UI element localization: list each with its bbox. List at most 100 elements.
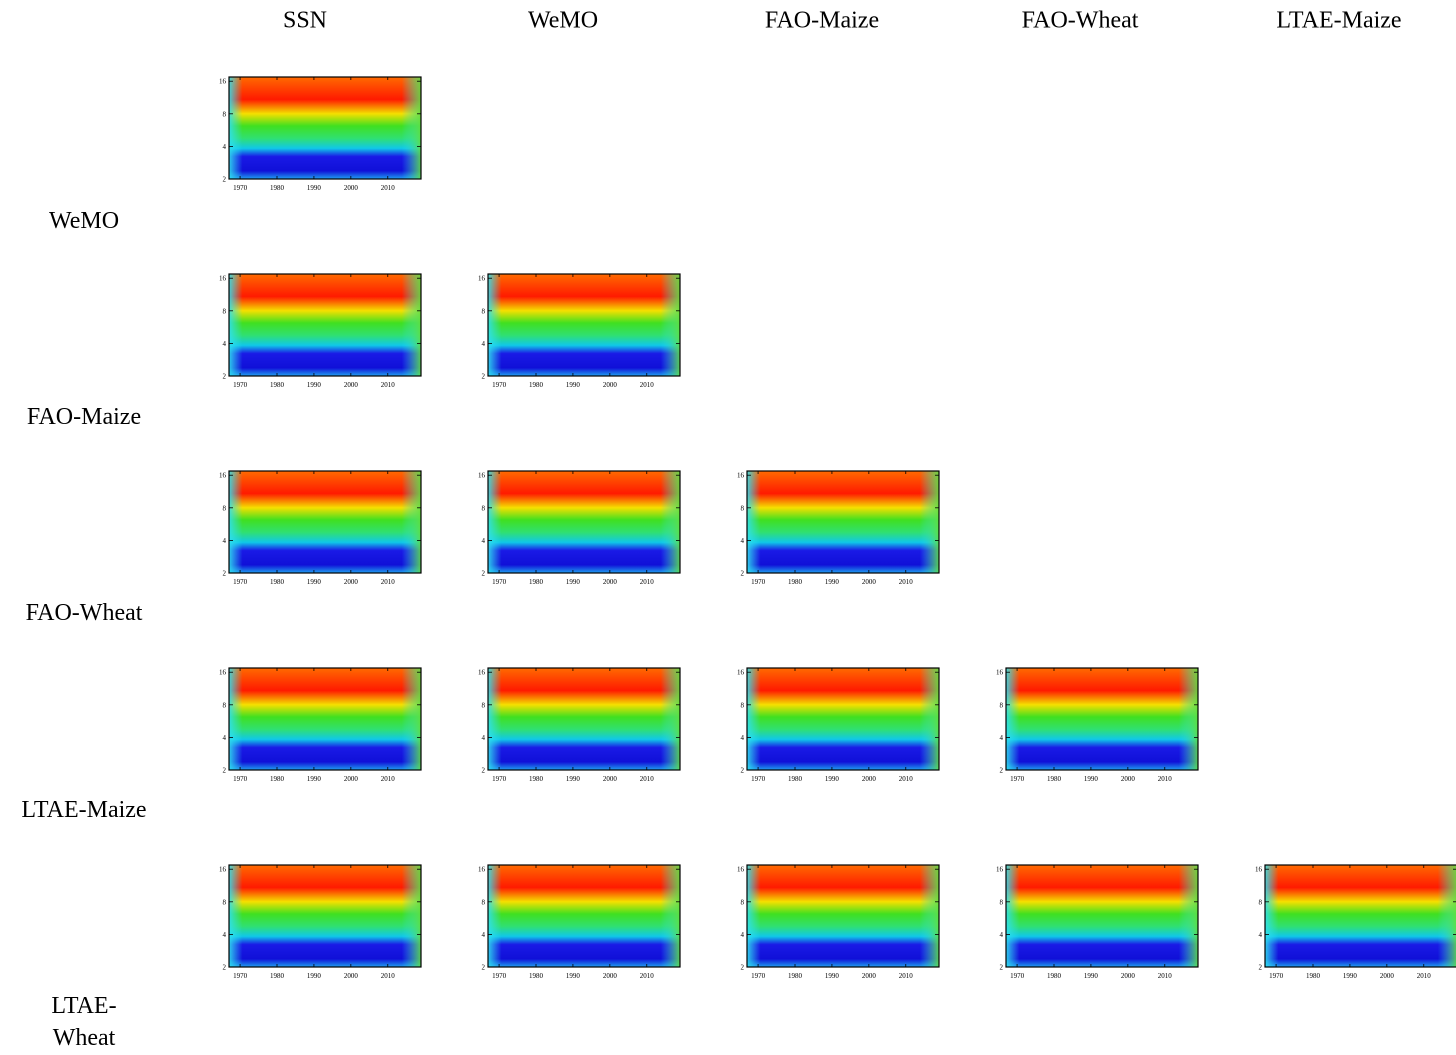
y-tick-label: 4 xyxy=(482,537,486,545)
axes-frame xyxy=(746,470,940,574)
y-tick-label: 16 xyxy=(737,472,745,480)
y-tick-label: 16 xyxy=(1255,866,1263,874)
y-tick-label: 8 xyxy=(223,307,227,315)
y-tick-label: 4 xyxy=(1000,931,1004,939)
x-tick-label: 1970 xyxy=(233,184,248,192)
x-tick-label: 2010 xyxy=(381,381,396,389)
row-header: WeMO xyxy=(48,208,120,234)
y-tick-label: 16 xyxy=(478,866,486,874)
x-tick-label: 1980 xyxy=(1306,972,1321,980)
x-tick-label: 1990 xyxy=(566,972,581,980)
y-tick-label: 4 xyxy=(482,931,486,939)
x-tick-label: 2010 xyxy=(381,184,396,192)
y-tick-label: 2 xyxy=(482,570,486,578)
y-tick-label: 16 xyxy=(478,669,486,677)
heatmap-edge xyxy=(1006,865,1198,967)
y-tick-label: 8 xyxy=(482,504,486,512)
y-tick-label: 4 xyxy=(223,734,227,742)
x-tick-label: 2010 xyxy=(381,972,396,980)
row-header: FAO-Maize xyxy=(26,404,142,430)
y-tick-label: 8 xyxy=(482,307,486,315)
y-tick-label: 4 xyxy=(223,143,227,151)
y-tick-label: 16 xyxy=(996,866,1004,874)
x-tick-label: 1970 xyxy=(233,775,248,783)
y-tick-label: 16 xyxy=(737,866,745,874)
x-tick-label: 2000 xyxy=(344,578,359,586)
heatmap-edge xyxy=(1006,668,1198,770)
x-tick-label: 1970 xyxy=(492,578,507,586)
x-tick-label: 1980 xyxy=(270,184,285,192)
heatmap-edge xyxy=(229,274,421,376)
x-tick-label: 1990 xyxy=(1343,972,1358,980)
x-tick-label: 1970 xyxy=(1010,775,1025,783)
heatmap-edge xyxy=(747,471,939,573)
row-header: LTAE-Wheat xyxy=(51,993,117,1051)
axes-frame xyxy=(487,273,681,377)
x-tick-label: 1970 xyxy=(751,775,766,783)
y-tick-label: 16 xyxy=(478,472,486,480)
axes-frame xyxy=(228,667,422,771)
y-tick-label: 4 xyxy=(741,931,745,939)
x-tick-label: 2000 xyxy=(603,381,618,389)
x-tick-label: 2000 xyxy=(862,972,877,980)
y-tick-label: 4 xyxy=(223,537,227,545)
x-tick-label: 1990 xyxy=(307,381,322,389)
y-tick-label: 4 xyxy=(482,734,486,742)
y-tick-label: 8 xyxy=(223,504,227,512)
x-tick-label: 1990 xyxy=(307,775,322,783)
x-tick-label: 1990 xyxy=(307,972,322,980)
y-tick-label: 2 xyxy=(1259,964,1263,972)
x-tick-label: 2010 xyxy=(1417,972,1432,980)
heatmap-edge xyxy=(488,471,680,573)
y-tick-label: 16 xyxy=(478,275,486,283)
y-tick-label: 2 xyxy=(482,964,486,972)
x-tick-label: 1980 xyxy=(270,972,285,980)
x-tick-label: 2010 xyxy=(640,775,655,783)
x-tick-label: 2010 xyxy=(1158,775,1173,783)
y-tick-label: 8 xyxy=(223,898,227,906)
x-tick-label: 2010 xyxy=(640,381,655,389)
y-tick-label: 8 xyxy=(223,701,227,709)
heatmap-edge xyxy=(488,274,680,376)
y-tick-label: 8 xyxy=(482,898,486,906)
x-tick-label: 1980 xyxy=(1047,972,1062,980)
x-tick-label: 2000 xyxy=(1380,972,1395,980)
y-tick-label: 16 xyxy=(219,866,227,874)
x-tick-label: 2000 xyxy=(344,775,359,783)
axes-frame xyxy=(487,470,681,574)
y-tick-label: 4 xyxy=(1259,931,1263,939)
x-tick-label: 1970 xyxy=(1269,972,1284,980)
column-header: WeMO xyxy=(528,8,598,34)
y-tick-label: 2 xyxy=(1000,964,1004,972)
x-tick-label: 1980 xyxy=(529,381,544,389)
x-tick-label: 1970 xyxy=(233,972,248,980)
x-tick-label: 1980 xyxy=(529,578,544,586)
x-tick-label: 1970 xyxy=(751,972,766,980)
x-tick-label: 1970 xyxy=(1010,972,1025,980)
axes-frame xyxy=(746,667,940,771)
y-tick-label: 8 xyxy=(741,898,745,906)
x-tick-label: 2010 xyxy=(381,775,396,783)
axes-frame xyxy=(228,76,422,180)
column-header: FAO-Wheat xyxy=(1022,8,1139,34)
x-tick-label: 2010 xyxy=(381,578,396,586)
y-tick-label: 8 xyxy=(1259,898,1263,906)
heatmap-edge xyxy=(488,865,680,967)
y-tick-label: 16 xyxy=(737,669,745,677)
row-header: LTAE-Maize xyxy=(21,797,147,823)
x-tick-label: 1980 xyxy=(1047,775,1062,783)
x-tick-label: 2010 xyxy=(899,775,914,783)
x-tick-label: 2010 xyxy=(1158,972,1173,980)
x-tick-label: 1970 xyxy=(492,775,507,783)
x-tick-label: 2010 xyxy=(899,578,914,586)
x-tick-label: 2000 xyxy=(344,381,359,389)
y-tick-label: 2 xyxy=(223,176,227,184)
x-tick-label: 2000 xyxy=(603,775,618,783)
axes-frame xyxy=(1005,667,1199,771)
y-tick-label: 8 xyxy=(741,504,745,512)
y-tick-label: 8 xyxy=(1000,898,1004,906)
y-tick-label: 4 xyxy=(482,340,486,348)
y-tick-label: 2 xyxy=(741,570,745,578)
heatmap-edge xyxy=(229,471,421,573)
